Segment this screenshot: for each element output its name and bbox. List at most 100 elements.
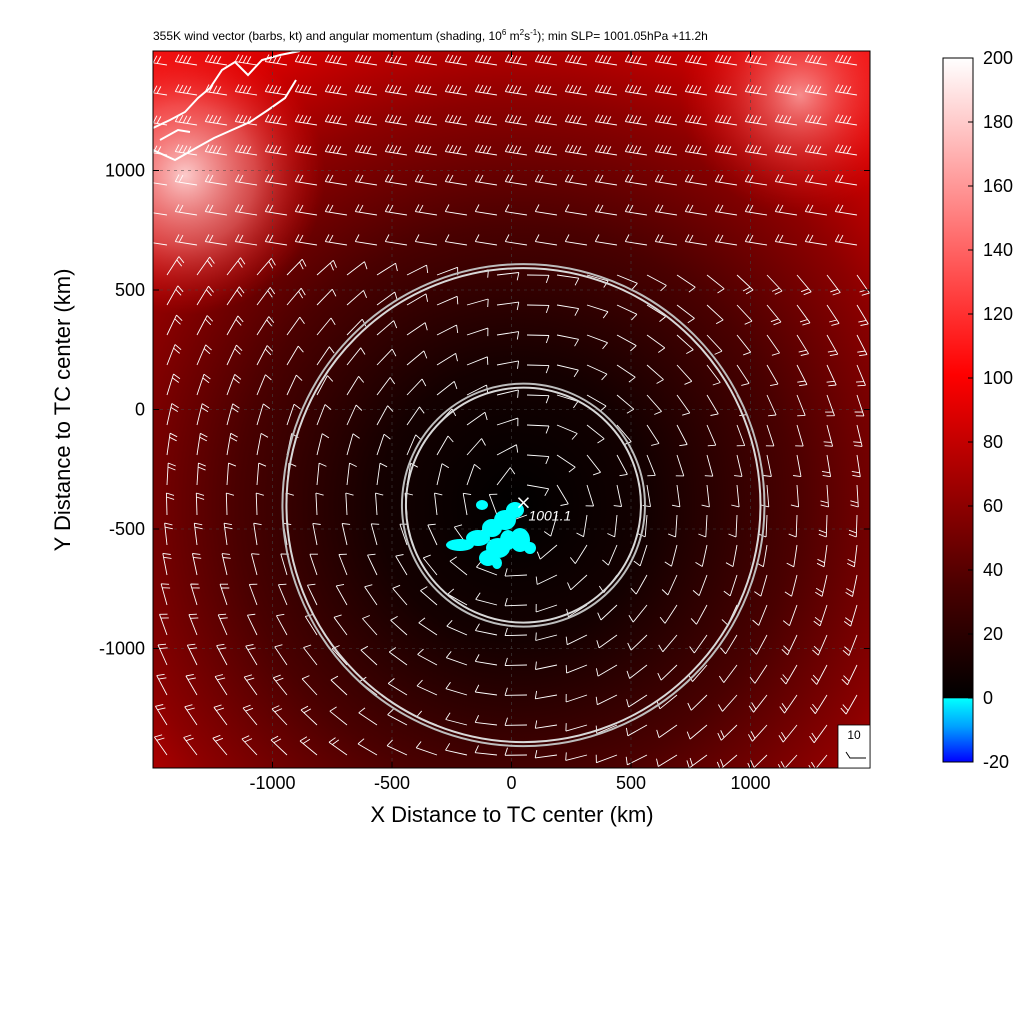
wind-barb	[809, 724, 828, 744]
wind-barb	[294, 54, 318, 66]
wind-barb	[595, 754, 618, 764]
wind-barb	[474, 715, 498, 726]
wind-barb	[804, 84, 828, 96]
wind-barb	[535, 574, 558, 585]
wind-barb	[474, 54, 498, 66]
wind-barb	[684, 84, 708, 96]
wind-barb	[354, 234, 378, 246]
wind-barb	[534, 114, 558, 126]
y-tick-label: -1000	[99, 639, 145, 659]
wind-barb	[195, 492, 205, 516]
wind-barb	[853, 424, 863, 447]
wind-barb	[826, 364, 837, 387]
wind-barb	[388, 647, 408, 666]
min-slp-marker: 1001.1	[517, 497, 571, 524]
wind-barb	[706, 394, 719, 416]
wind-barb	[234, 114, 258, 126]
wind-barb	[585, 484, 595, 507]
wind-barb	[234, 84, 258, 96]
wind-barb	[324, 204, 348, 216]
wind-barb	[188, 613, 199, 636]
wind-barb	[723, 574, 738, 597]
wind-barb	[316, 433, 330, 456]
wind-barb	[646, 394, 662, 415]
wind-barb	[698, 514, 708, 538]
wind-barb	[616, 454, 628, 477]
wind-barb	[219, 583, 230, 606]
wind-barb	[248, 583, 258, 606]
wind-barb	[204, 114, 228, 126]
wind-barb	[462, 492, 472, 516]
wind-barb	[714, 234, 738, 246]
wind-barb	[264, 204, 288, 216]
wind-barb	[731, 484, 740, 508]
wind-barb	[796, 274, 812, 296]
colorbar-tick-label: -20	[983, 752, 1009, 772]
wind-barb	[406, 293, 429, 306]
wind-barb	[474, 204, 498, 216]
wind-barb	[848, 514, 858, 538]
wind-barb	[475, 592, 498, 606]
wind-barb	[226, 374, 242, 396]
wind-barb	[274, 644, 288, 666]
wind-barb	[504, 144, 528, 156]
wind-barb	[749, 664, 768, 684]
wind-barb	[706, 424, 717, 447]
wind-barb	[804, 174, 828, 186]
wind-barb	[565, 752, 588, 761]
wind-barb	[504, 657, 528, 666]
wind-barb	[324, 144, 348, 156]
wind-barb	[155, 704, 168, 726]
wind-barb	[796, 394, 806, 417]
wind-barb	[526, 394, 550, 404]
wind-barb	[790, 484, 800, 508]
wind-barb	[445, 651, 468, 666]
wind-barb	[736, 304, 753, 325]
wind-barb	[333, 614, 348, 636]
wind-barb	[526, 274, 550, 284]
wind-barb	[504, 568, 528, 577]
wind-barb	[627, 634, 648, 651]
wind-barb	[364, 584, 378, 606]
wind-barb	[686, 724, 708, 740]
wind-barb	[534, 234, 558, 246]
wind-barb	[564, 54, 588, 66]
wind-barb	[504, 597, 528, 607]
wind-barb	[774, 114, 798, 126]
wind-barb	[256, 462, 267, 486]
wind-barb	[277, 583, 288, 606]
wind-barb	[595, 664, 618, 677]
wind-barb	[779, 694, 798, 714]
wind-barb	[414, 54, 438, 66]
x-tick-label: -1000	[249, 773, 295, 793]
wind-barb	[272, 674, 288, 696]
wind-barb	[345, 492, 354, 516]
wind-barb	[444, 204, 468, 216]
wind-barb	[841, 664, 858, 686]
wind-barb	[183, 734, 198, 756]
wind-barb	[466, 327, 489, 337]
wind-barb	[616, 364, 636, 383]
wind-barb	[153, 115, 168, 126]
wind-barb	[845, 574, 858, 597]
wind-barb	[782, 604, 798, 627]
wind-barb	[418, 617, 438, 636]
wind-barb	[225, 492, 235, 516]
wind-barb	[596, 634, 618, 649]
wind-barb	[217, 613, 228, 636]
wind-barb	[526, 364, 550, 374]
wind-barb	[286, 258, 307, 276]
x-tick-label: 1000	[730, 773, 770, 793]
wind-barb	[646, 454, 656, 477]
wind-barb	[286, 316, 305, 336]
wind-barb	[526, 484, 550, 497]
wind-barb	[556, 364, 579, 378]
wind-barb	[815, 574, 828, 597]
wind-barb	[276, 613, 288, 636]
wind-barb	[774, 174, 798, 186]
wind-barb	[294, 234, 318, 246]
wind-barb	[256, 258, 276, 276]
wind-barb	[174, 84, 198, 96]
wind-barb	[624, 114, 648, 126]
